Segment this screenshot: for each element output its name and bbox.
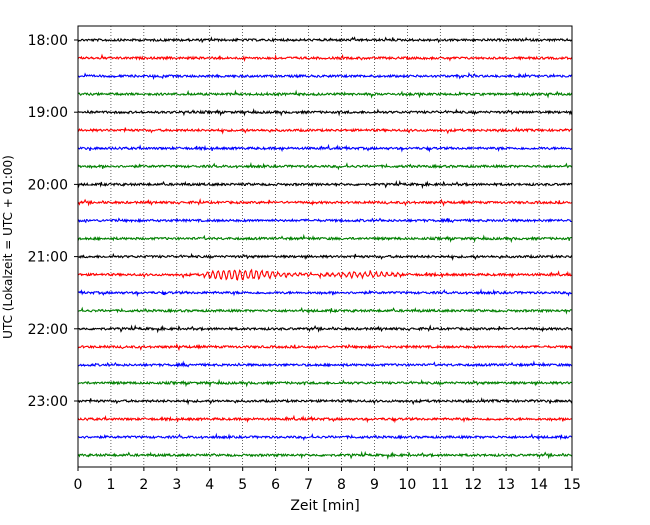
x-tick-label: 2: [139, 477, 148, 493]
x-tick-label: 7: [304, 477, 313, 493]
x-axis-label: Zeit [min]: [290, 498, 359, 514]
trace-2030: [77, 217, 572, 224]
trace-2330: [77, 432, 573, 442]
trace-1815: [77, 53, 573, 62]
x-tick-label: 0: [74, 477, 83, 493]
trace-layer: [77, 36, 573, 460]
trace-2145: [77, 306, 573, 315]
trace-2015: [77, 197, 573, 207]
trace-2230: [77, 360, 572, 368]
x-tick-label: 4: [205, 477, 214, 493]
x-tick-label: 8: [337, 477, 346, 493]
trace-1830: [77, 71, 573, 81]
y-tick-label: 23:00: [28, 394, 68, 410]
y-tick-label: 21:00: [28, 250, 68, 266]
trace-2115: [77, 268, 573, 281]
y-tick-label: 18:00: [28, 33, 68, 49]
x-tick-label: 11: [431, 477, 449, 493]
trace-1930: [77, 143, 573, 153]
trace-2130: [77, 288, 573, 297]
trace-2000: [77, 179, 573, 190]
trace-2300: [77, 397, 573, 406]
trace-1900: [77, 108, 573, 117]
trace-2200: [77, 324, 573, 334]
trace-2315: [77, 414, 573, 424]
x-tick-label: 13: [497, 477, 515, 493]
x-tick-label: 6: [271, 477, 280, 493]
x-tick-label: 3: [172, 477, 181, 493]
trace-2215: [77, 342, 573, 352]
x-tick-label: 5: [238, 477, 247, 493]
trace-1945: [77, 161, 573, 171]
trace-2100: [77, 252, 573, 262]
x-axis: 0 1 2 3 4 5 6 7 8 9 10 11 12 13 14 15: [74, 467, 581, 493]
trace-1915: [77, 126, 573, 135]
trace-1800: [77, 36, 573, 44]
x-tick-label: 12: [464, 477, 482, 493]
trace-2045: [77, 233, 573, 244]
y-tick-label: 20:00: [28, 177, 68, 193]
trace-1845: [77, 89, 573, 99]
trace-2245: [77, 378, 573, 388]
plot-frame: [77, 25, 573, 468]
x-tick-label: 14: [530, 477, 548, 493]
x-tick-label: 15: [563, 477, 581, 493]
trace-2345: [77, 450, 573, 460]
y-axis-label: UTC (Lokalzeit = UTC + 01:00): [1, 155, 15, 339]
y-tick-label: 19:00: [28, 105, 68, 121]
y-tick-label: 22:00: [28, 322, 68, 338]
y-axis: 18:00 19:00 20:00 21:00 22:00 23:00: [28, 33, 78, 410]
x-tick-label: 9: [370, 477, 379, 493]
x-tick-label: 10: [398, 477, 416, 493]
x-tick-label: 1: [106, 477, 115, 493]
